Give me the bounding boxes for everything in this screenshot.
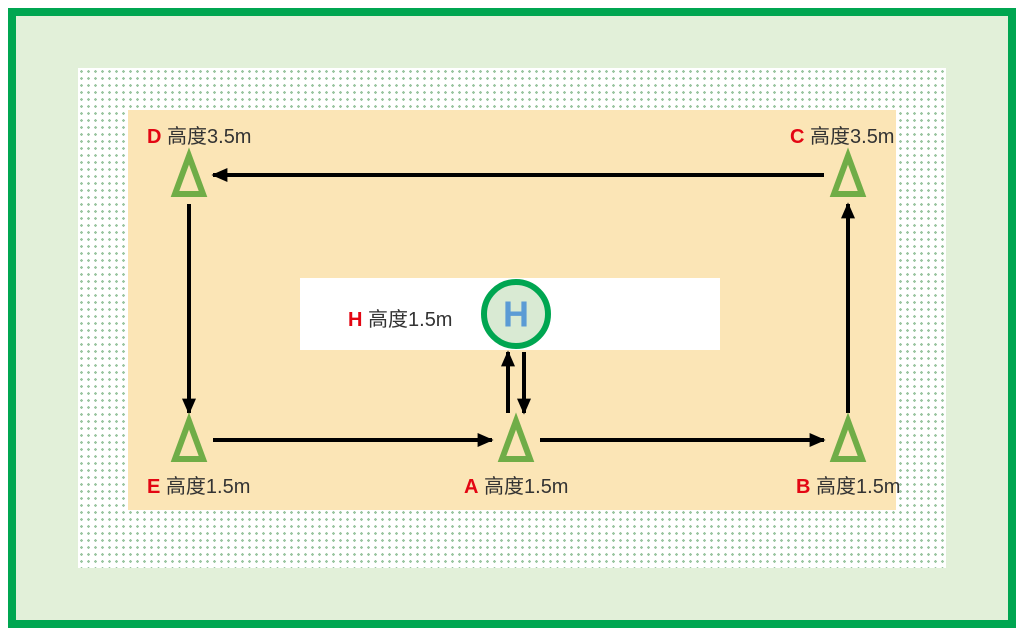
label-A: A 高度1.5m	[464, 470, 568, 499]
label-D: D 高度3.5m	[147, 120, 251, 149]
label-B: B 高度1.5m	[796, 470, 900, 499]
label-A-text: 高度1.5m	[478, 476, 568, 498]
label-C: C 高度3.5m	[790, 120, 894, 149]
label-B-text: 高度1.5m	[810, 476, 900, 498]
label-D-text: 高度3.5m	[161, 126, 251, 148]
label-B-letter: B	[796, 476, 810, 498]
label-E-text: 高度1.5m	[160, 476, 250, 498]
label-H-text: 高度1.5m	[362, 309, 452, 331]
label-E-letter: E	[147, 476, 160, 498]
diagram-stage: H A 高度1.5mB 高度1.5mC 高度3.5mD 高度3.5mE 高度1.…	[0, 0, 1024, 636]
label-A-letter: A	[464, 476, 478, 498]
label-D-letter: D	[147, 126, 161, 148]
label-C-letter: C	[790, 126, 804, 148]
label-H-letter: H	[348, 309, 362, 331]
label-E: E 高度1.5m	[147, 470, 250, 499]
label-H: H 高度1.5m	[348, 303, 452, 332]
label-C-text: 高度3.5m	[804, 126, 894, 148]
